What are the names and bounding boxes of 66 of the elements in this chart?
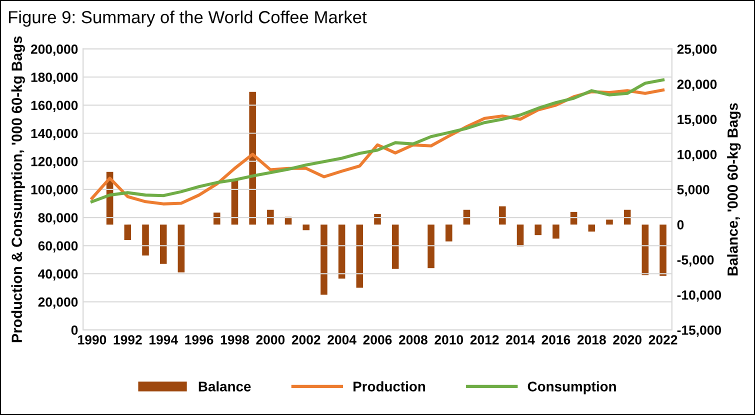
bar — [160, 224, 167, 264]
bar — [356, 224, 364, 288]
bar — [516, 224, 524, 246]
bar — [214, 212, 220, 225]
x-tick-label: 1998 — [220, 335, 250, 344]
y-tick-label: 20,000 — [38, 297, 78, 309]
y-tick-label: 160,000 — [31, 100, 78, 112]
y2-tick-label: -15,000 — [677, 325, 722, 337]
y2-tick-label: 5,000 — [677, 185, 710, 196]
bar — [534, 224, 542, 236]
bar — [302, 224, 310, 230]
x-tick-label: 2018 — [577, 335, 606, 344]
y2-tick-label: 10,000 — [678, 150, 717, 162]
bar — [552, 224, 560, 239]
x-tick-label: 2008 — [398, 335, 428, 344]
bar — [178, 224, 185, 272]
y-tick-label: 100,000 — [31, 185, 78, 196]
y2-tick-label: -5,000 — [677, 255, 714, 267]
bar — [588, 224, 596, 232]
y-tick-label: 60,000 — [38, 241, 78, 252]
y-tick-label: 140,000 — [31, 128, 78, 140]
y-tick-label: 180,000 — [31, 72, 78, 84]
bar — [642, 224, 649, 276]
bar — [249, 92, 256, 225]
x-tick-label: 1996 — [185, 335, 214, 344]
x-tick-label: 1990 — [78, 335, 106, 344]
x-tick-label: 2014 — [506, 335, 535, 344]
bar — [428, 224, 434, 268]
chart-title: Figure 9: Summary of the World Coffee Market — [8, 10, 367, 27]
bar — [124, 224, 132, 240]
bar — [142, 224, 149, 256]
x-tick-label: 1994 — [150, 335, 178, 344]
y-tick-label: 40,000 — [38, 269, 78, 281]
bar — [374, 214, 381, 225]
y-axis-title: Production & Consumption, '000 60-kg Bags — [11, 36, 25, 342]
x-tick-label: 1992 — [114, 335, 142, 344]
x-tick-label: 2004 — [328, 335, 356, 344]
bar — [499, 206, 506, 225]
legend-label: Consumption — [528, 381, 616, 394]
y-tick-label: 200,000 — [30, 44, 78, 56]
x-tick-label: 2022 — [648, 335, 678, 344]
y2-tick-label: 25,000 — [677, 44, 717, 56]
bar — [338, 224, 346, 279]
x-tick-label: 2010 — [434, 335, 464, 344]
y2-tick-label: -10,000 — [677, 290, 722, 302]
y-tick-label: 120,000 — [31, 156, 78, 168]
x-tick-label: 2012 — [470, 335, 499, 344]
x-tick-label: 2006 — [363, 335, 392, 344]
x-tick-label: 2000 — [256, 335, 285, 344]
y2-tick-label: 0 — [677, 220, 684, 230]
x-tick-label: 2002 — [292, 335, 320, 344]
bar — [267, 210, 274, 225]
y2-tick-label: 15,000 — [678, 114, 717, 126]
y2-axis-title: Balance, '000 60-kg Bags — [727, 103, 741, 276]
legend-label: Production — [354, 381, 426, 392]
legend-label: Balance — [198, 381, 251, 392]
x-tick-label: 2016 — [542, 335, 570, 344]
bar — [392, 224, 399, 269]
y2-tick-label: 20,000 — [677, 80, 717, 91]
y-tick-label: 0 — [71, 325, 78, 335]
x-tick-label: 2020 — [613, 335, 642, 344]
bar — [660, 224, 666, 276]
bar — [445, 224, 452, 242]
y-tick-label: 80,000 — [38, 213, 78, 224]
bar — [320, 224, 328, 295]
bar — [606, 220, 613, 225]
